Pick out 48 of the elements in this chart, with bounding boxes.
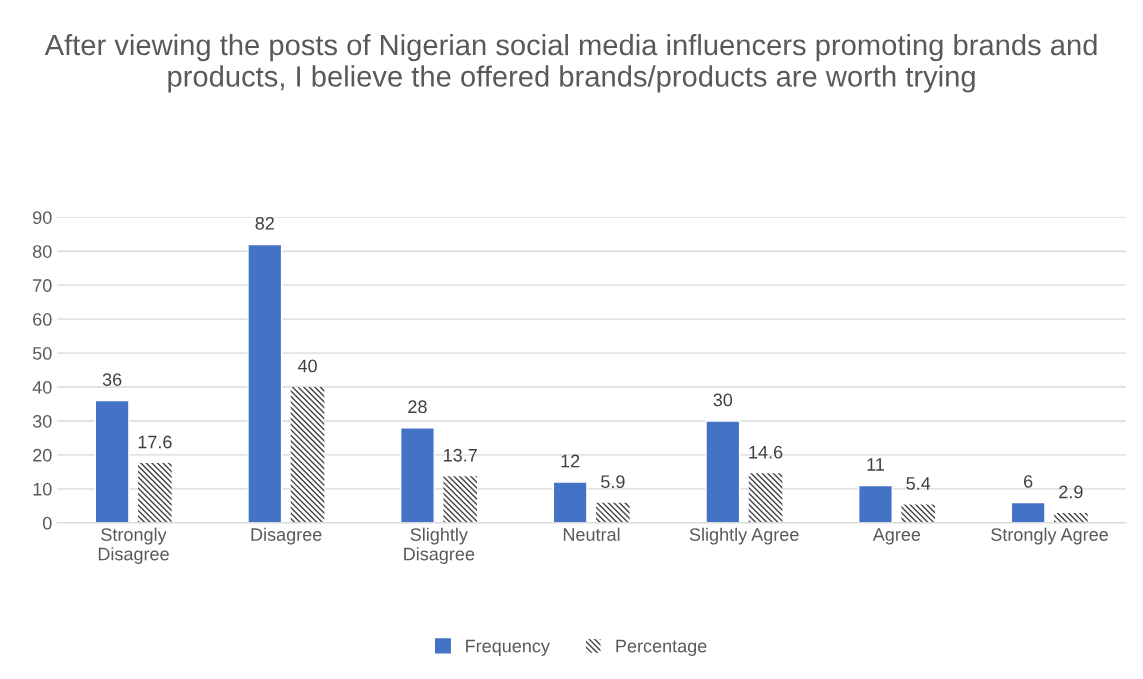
y-tick-label: 30 bbox=[32, 414, 52, 428]
data-label: 13.7 bbox=[444, 448, 477, 462]
data-label: 28 bbox=[408, 400, 427, 414]
y-tick-label: 80 bbox=[32, 245, 52, 258]
bar bbox=[1010, 501, 1046, 523]
bar bbox=[399, 427, 435, 523]
data-label: 82 bbox=[255, 216, 274, 230]
data-label: 17.6 bbox=[138, 435, 172, 449]
bar bbox=[857, 484, 893, 523]
data-label: 14.6 bbox=[749, 445, 783, 459]
x-tick-label: Strongly Agree bbox=[991, 527, 1108, 545]
y-tick-label: 40 bbox=[32, 380, 52, 394]
y-tick-label: 10 bbox=[33, 482, 52, 496]
data-label: 5.9 bbox=[601, 475, 625, 489]
y-tick-label: 0 bbox=[42, 516, 52, 530]
legend-label: Percentage bbox=[616, 639, 707, 656]
data-label: 6 bbox=[1024, 474, 1033, 488]
x-tick-label: Slightly Agree bbox=[689, 527, 799, 545]
y-tick-label: 90 bbox=[33, 211, 52, 224]
data-label: 2.9 bbox=[1059, 485, 1083, 499]
data-label: 30 bbox=[713, 393, 733, 407]
bar bbox=[552, 481, 588, 523]
bar bbox=[596, 502, 630, 523]
x-tick-label: Neutral bbox=[563, 527, 620, 541]
y-tick-label: 70 bbox=[33, 279, 52, 292]
x-tick-label: Slightly Disagree bbox=[404, 527, 475, 564]
bar bbox=[1054, 512, 1088, 523]
x-tick-label: Disagree bbox=[251, 527, 322, 545]
y-tick-label: 50 bbox=[32, 347, 52, 360]
data-label: 5.4 bbox=[906, 477, 931, 490]
bar bbox=[443, 476, 477, 523]
x-tick-label: Agree bbox=[872, 528, 921, 545]
bar bbox=[748, 473, 783, 523]
y-tick-label: 20 bbox=[33, 448, 52, 462]
bar bbox=[290, 387, 325, 523]
chart-title: After viewing the posts of Nigerian social media influencers promoting brands and products, I believe the offered brands/products are worth trying bbox=[44, 33, 1097, 93]
data-label: 12 bbox=[561, 454, 580, 468]
legend-label: Frequency bbox=[466, 639, 550, 656]
bar bbox=[901, 504, 936, 523]
bar bbox=[94, 399, 130, 523]
bar bbox=[247, 243, 283, 523]
bar bbox=[705, 420, 741, 523]
data-label: 11 bbox=[867, 458, 884, 471]
data-label: 40 bbox=[297, 359, 317, 373]
x-tick-label: Strongly Disagree bbox=[98, 527, 169, 564]
bar bbox=[138, 463, 172, 523]
y-tick-label: 60 bbox=[33, 313, 52, 326]
data-label: 36 bbox=[102, 373, 122, 386]
